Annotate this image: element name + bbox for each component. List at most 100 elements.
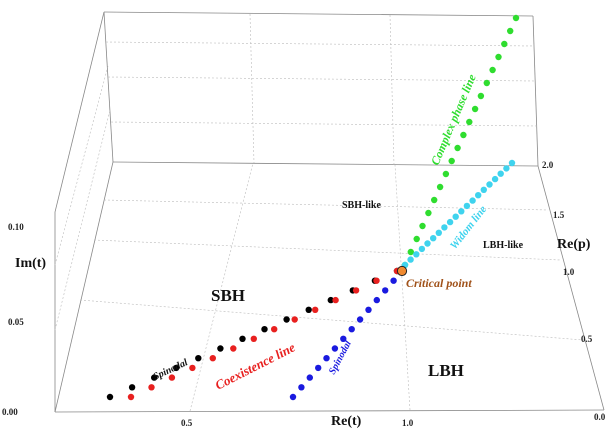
series-0-point-7 <box>261 326 268 333</box>
series-3-point-15 <box>489 66 496 74</box>
series-1-point-6 <box>250 335 257 342</box>
box-frame <box>54 11 605 413</box>
z-tick-1: 0.05 <box>8 317 24 327</box>
series-3-point-5 <box>431 196 438 204</box>
grid-floor-2 <box>394 164 411 411</box>
series-2-point-3 <box>315 364 322 372</box>
series-2-point-6 <box>340 335 347 342</box>
series-2-point-1 <box>298 384 305 391</box>
series-1-point-5 <box>230 345 237 352</box>
series-3-point-11 <box>466 118 473 126</box>
series-0-point-1 <box>128 384 136 391</box>
series-4-point-7 <box>441 224 448 231</box>
y-tick-2: 1.0 <box>563 267 575 277</box>
z-tick-2: 0.10 <box>8 222 24 232</box>
annotation-critical-point: Critical point <box>406 276 472 290</box>
grid-left-2 <box>54 65 109 266</box>
grid-floor-1 <box>189 162 254 412</box>
series-2-point-4 <box>323 355 330 362</box>
data-points <box>106 14 520 401</box>
series-4-point-5 <box>430 235 437 242</box>
series-4-point-15 <box>486 181 493 188</box>
floor-right-edge <box>537 165 605 411</box>
series-0-point-2 <box>151 374 158 381</box>
grid-left-1 <box>54 109 111 331</box>
series-2-point-11 <box>382 287 389 294</box>
series-0-point-5 <box>217 345 224 352</box>
series-4-point-1 <box>407 256 414 263</box>
y-tick-0: 0.0 <box>594 412 606 422</box>
series-4-point-17 <box>497 170 504 177</box>
series-4-point-4 <box>424 240 431 247</box>
series-4-point-16 <box>491 175 499 183</box>
series-3-point-10 <box>460 131 467 139</box>
grid-floor-d1 <box>79 299 584 341</box>
series-3-point-4 <box>425 209 432 217</box>
series-1-point-12 <box>373 277 380 284</box>
annotation-complex-phase-line: Complex phase line <box>428 71 479 167</box>
series-3-point-9 <box>454 144 461 152</box>
back-right-vertical <box>532 15 539 167</box>
series-4-point-3 <box>418 245 426 253</box>
series-4-point-6 <box>435 229 442 236</box>
back-left-edge <box>54 11 105 412</box>
series-0-point-6 <box>239 335 246 342</box>
series-2-point-2 <box>306 374 313 381</box>
region-lbh-like: LBH-like <box>483 240 524 251</box>
series-2-point-8 <box>356 316 364 323</box>
series-2-point-10 <box>373 296 380 304</box>
series-1-point-0 <box>127 393 135 401</box>
grid-floor-d2 <box>93 239 561 261</box>
series-1-point-10 <box>332 296 339 304</box>
series-1-point-3 <box>189 364 196 372</box>
z-axis-label: Im(t) <box>15 256 46 271</box>
back-left-vertical <box>103 11 114 163</box>
series-2-point-0 <box>289 393 297 401</box>
series-0-point-10 <box>327 296 334 304</box>
y-tick-3: 1.5 <box>553 210 565 220</box>
series-0-point-8 <box>283 316 290 323</box>
series-3-point-13 <box>477 92 485 100</box>
annotation-coexistence-line: Coexistence line <box>213 339 298 392</box>
series-2-point-9 <box>365 306 372 313</box>
annotation-spinodal-blue: Spinodal <box>327 339 354 377</box>
series-1-point-9 <box>312 306 319 313</box>
series-4-point-12 <box>469 197 476 204</box>
back-top-edge <box>103 11 534 17</box>
series-4-point-13 <box>475 192 482 199</box>
x-tick-1: 1.0 <box>402 418 414 428</box>
series-2-point-5 <box>331 345 339 352</box>
grid-back-h2 <box>107 76 536 82</box>
series-4-point-19 <box>508 159 516 167</box>
series-1-point-8 <box>291 316 298 323</box>
grid-back-v2 <box>389 14 395 166</box>
y-tick-4: 2.0 <box>542 160 554 170</box>
series-3-point-1 <box>407 248 414 256</box>
series-3-point-6 <box>436 183 444 191</box>
grid-back-h3 <box>110 121 538 127</box>
series-3-point-8 <box>448 157 455 165</box>
series-3-point-12 <box>471 105 479 113</box>
y-axis-label: Re(p) <box>557 237 591 252</box>
series-4-point-9 <box>452 213 459 220</box>
x-tick-0: 0.5 <box>181 418 193 428</box>
series-3-point-3 <box>419 222 426 230</box>
floor-front-edge <box>54 409 605 413</box>
series-4-point-8 <box>446 218 454 226</box>
series-4-point-14 <box>480 186 487 193</box>
series-1-point-1 <box>148 384 155 391</box>
series-3-point-2 <box>413 235 420 243</box>
critical-point-marker <box>396 265 408 277</box>
series-3-point-7 <box>442 170 450 178</box>
y-tick-1: 0.5 <box>581 334 593 344</box>
region-sbh: SBH <box>211 286 245 305</box>
series-3-point-18 <box>507 27 514 35</box>
floor-left-edge <box>54 161 114 413</box>
series-3-point-14 <box>483 79 490 87</box>
series-1-point-4 <box>209 355 216 362</box>
grid-back-v1 <box>249 13 255 164</box>
series-0-point-3 <box>173 364 180 372</box>
series-4-point-10 <box>458 208 465 215</box>
series-0-point-0 <box>106 393 114 401</box>
